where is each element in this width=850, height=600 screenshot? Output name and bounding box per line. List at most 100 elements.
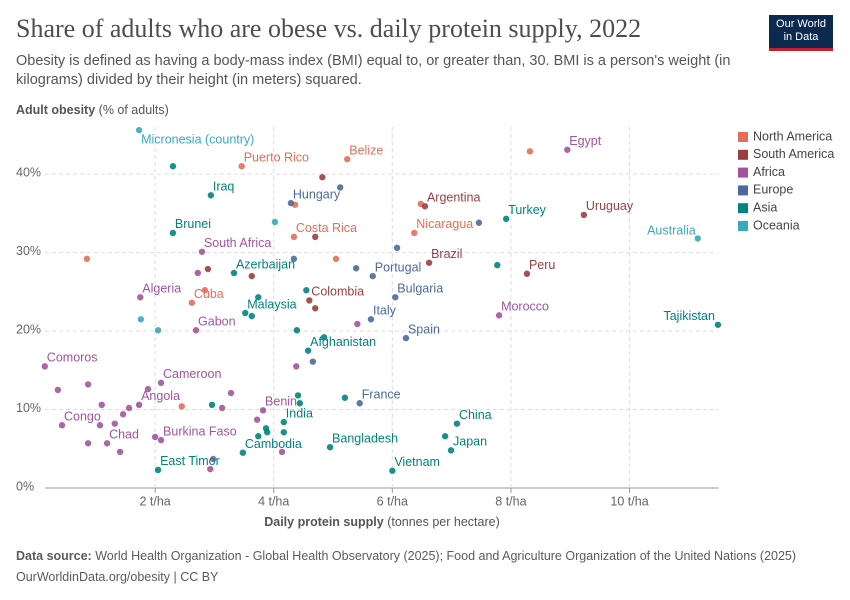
logo-line: in Data	[783, 31, 819, 43]
point	[694, 235, 701, 242]
point	[475, 219, 483, 226]
point	[320, 334, 328, 341]
point-label: Congo	[64, 410, 101, 424]
point	[392, 294, 399, 301]
point	[210, 455, 217, 463]
point	[580, 211, 588, 219]
point-label: Comoros	[47, 351, 98, 365]
y-tick-label: 10%	[16, 401, 41, 415]
point-label: Uruguay	[586, 199, 634, 213]
point	[290, 255, 298, 263]
point	[248, 312, 255, 320]
logo[interactable]: Our World in Data	[769, 15, 833, 51]
point	[306, 297, 313, 304]
point	[207, 192, 215, 199]
x-axis-label-unit: (tonnes per hectare)	[387, 515, 500, 529]
point-label: Bulgaria	[397, 282, 443, 296]
point	[238, 163, 245, 170]
source-text: World Health Organization - Global Healt…	[95, 549, 797, 563]
point-label: East Timor	[160, 454, 220, 468]
point	[239, 449, 247, 456]
point-label: Bangladesh	[332, 431, 398, 445]
point	[119, 411, 127, 418]
point	[194, 269, 202, 277]
point-label: South Africa	[204, 236, 271, 250]
point	[326, 443, 334, 451]
point	[421, 203, 429, 210]
chart-title: Share of adults who are obese vs. daily …	[16, 14, 642, 43]
point	[402, 334, 410, 342]
point	[304, 347, 312, 354]
y-axis-label: Adult obesity (% of adults)	[16, 103, 169, 117]
point-label: Portugal	[375, 260, 422, 274]
point	[192, 327, 200, 334]
point	[344, 155, 351, 163]
point	[526, 148, 534, 155]
point	[230, 269, 238, 277]
point	[111, 420, 118, 427]
point	[293, 327, 301, 334]
point	[154, 327, 162, 334]
point-label: Australia	[647, 224, 696, 238]
y-tick-label: 0%	[16, 479, 34, 493]
point	[312, 233, 319, 241]
point	[96, 422, 104, 429]
point	[312, 305, 319, 312]
point	[287, 199, 295, 207]
point	[255, 433, 262, 440]
point	[242, 309, 249, 317]
point-label: Cameroon	[163, 367, 221, 381]
y-axis-label-main: Adult obesity	[16, 103, 95, 117]
point	[207, 465, 214, 473]
legend-swatch	[738, 203, 748, 214]
x-axis-label-main: Daily protein supply	[264, 515, 384, 529]
point	[278, 448, 286, 456]
legend-swatch	[738, 185, 748, 196]
point-label: Turkey	[508, 203, 546, 217]
point	[188, 299, 196, 306]
point	[178, 403, 185, 410]
point	[263, 429, 271, 436]
point	[98, 401, 105, 409]
legend-swatch	[738, 221, 748, 231]
point-label: Italy	[373, 304, 397, 318]
y-tick-label: 20%	[16, 322, 41, 336]
legend-label: Europe	[753, 183, 793, 197]
point-label: Tajikistan	[663, 309, 714, 323]
legend-swatch	[738, 167, 748, 178]
x-tick-label: 10 t/ha	[610, 494, 648, 508]
point	[198, 248, 206, 255]
legend-label: Oceania	[753, 218, 800, 232]
point	[411, 229, 418, 237]
point	[208, 401, 216, 409]
point	[369, 272, 376, 280]
point	[341, 394, 349, 401]
point	[495, 312, 503, 319]
point-label: Costa Rica	[296, 221, 357, 235]
legend-label: South America	[753, 147, 834, 161]
point	[303, 287, 310, 294]
point-label: India	[286, 406, 313, 420]
point	[293, 363, 300, 370]
point	[135, 401, 143, 409]
point	[389, 467, 396, 474]
source-label: Data source:	[16, 549, 92, 563]
point-label: Malaysia	[247, 297, 296, 311]
point-label: Hungary	[293, 187, 341, 201]
point	[54, 386, 62, 394]
point	[332, 255, 340, 263]
point	[151, 433, 159, 441]
point	[336, 184, 344, 191]
point	[294, 392, 302, 399]
point	[169, 229, 177, 237]
x-tick-label: 8 t/ha	[495, 494, 526, 508]
chart: Adult obesity (% of adults) Daily protei…	[16, 103, 834, 529]
legend-label: North America	[753, 129, 832, 143]
point-label: Azerbaijan	[236, 257, 295, 271]
point	[255, 294, 262, 301]
point	[41, 363, 49, 370]
point-label: Cambodia	[245, 437, 302, 451]
point-label: Spain	[408, 322, 440, 336]
y-tick-label: 30%	[16, 244, 41, 258]
